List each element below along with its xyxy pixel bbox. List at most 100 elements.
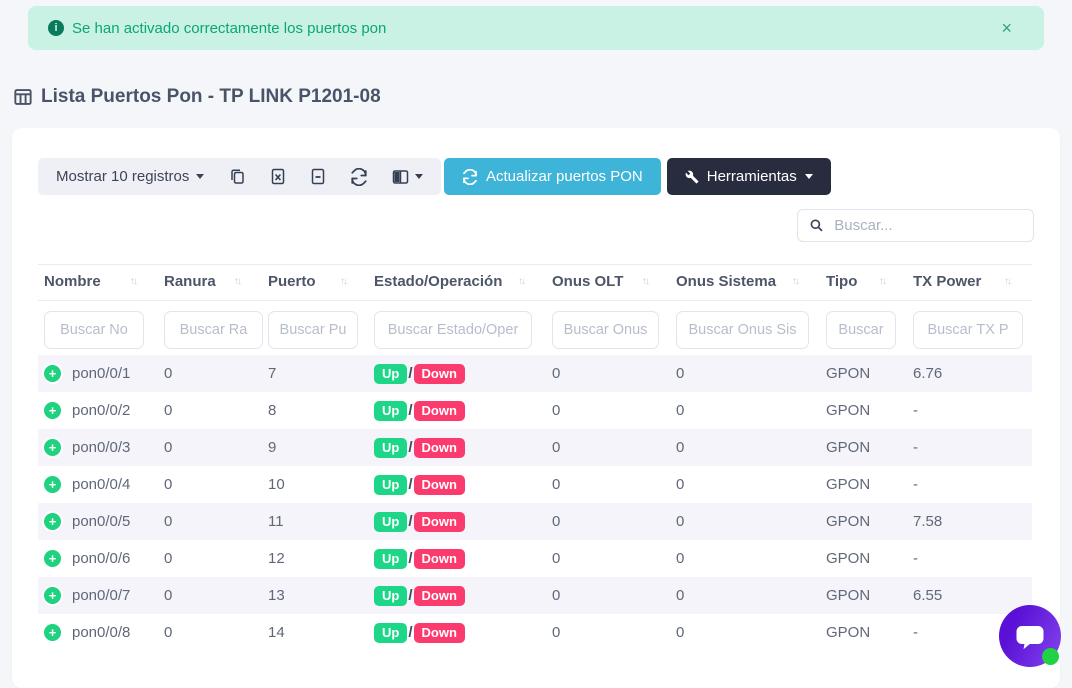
update-pon-ports-label: Actualizar puertos PON — [486, 168, 643, 185]
puerto-value: 14 — [262, 614, 368, 651]
filter-ranura-input[interactable] — [164, 311, 263, 349]
status-separator: / — [408, 513, 412, 530]
status-cell: Up/Down — [368, 429, 546, 466]
tools-dropdown-button[interactable]: Herramientas — [667, 158, 831, 195]
status-cell: Up/Down — [368, 355, 546, 392]
ranura-value: 0 — [158, 466, 262, 503]
status-cell: Up/Down — [368, 503, 546, 540]
columns-icon — [392, 169, 409, 185]
status-down-badge: Down — [414, 401, 465, 421]
page-title: Lista Puertos Pon - TP LINK P1201-08 — [14, 86, 1060, 108]
column-header-nombre[interactable]: Nombre↑↓ — [38, 265, 158, 301]
puerto-value: 9 — [262, 429, 368, 466]
sort-icon: ↑↓ — [1004, 276, 1010, 287]
expand-row-button[interactable]: + — [44, 550, 61, 567]
column-label: Ranura — [164, 273, 216, 290]
filter-onus-sistema-input[interactable] — [676, 311, 809, 349]
table-row: + pon0/0/7 0 13 Up/Down 0 0 GPON 6.55 — [38, 577, 1032, 614]
alert-message: Se han activado correctamente los puerto… — [72, 20, 386, 37]
table-filter-row — [38, 301, 1032, 356]
tipo-value: GPON — [820, 466, 907, 503]
status-down-badge: Down — [414, 586, 465, 606]
column-label: Puerto — [268, 273, 316, 290]
filter-estado-input[interactable] — [374, 311, 532, 349]
column-header-puerto[interactable]: Puerto ↑↓ — [262, 265, 368, 301]
puerto-value: 13 — [262, 577, 368, 614]
expand-row-button[interactable]: + — [44, 439, 61, 456]
status-cell: Up/Down — [368, 392, 546, 429]
tx-power-value: 6.76 — [907, 355, 1032, 392]
close-icon[interactable]: × — [1001, 19, 1024, 37]
status-separator: / — [408, 624, 412, 641]
status-up-badge: Up — [374, 364, 407, 384]
filter-tx-power-input[interactable] — [913, 311, 1023, 349]
column-header-onus-olt[interactable]: Onus OLT↑↓ — [546, 265, 670, 301]
port-name: pon0/0/3 — [72, 439, 130, 456]
port-name: pon0/0/4 — [72, 476, 130, 493]
wrench-icon — [685, 170, 699, 184]
table-row: + pon0/0/1 0 7 Up/Down 0 0 GPON 6.76 — [38, 355, 1032, 392]
reload-button[interactable] — [350, 168, 368, 186]
column-label: Nombre — [44, 273, 101, 290]
status-cell: Up/Down — [368, 540, 546, 577]
status-cell: Up/Down — [368, 577, 546, 614]
onus-sistema-value: 0 — [670, 466, 820, 503]
status-down-badge: Down — [414, 549, 465, 569]
update-pon-ports-button[interactable]: Actualizar puertos PON — [444, 158, 661, 195]
sort-icon: ↑↓ — [518, 276, 524, 287]
column-visibility-button[interactable] — [392, 169, 423, 185]
sort-icon: ↑↓ — [792, 276, 798, 287]
document-icon — [310, 168, 326, 185]
port-name: pon0/0/1 — [72, 365, 130, 382]
ranura-value: 0 — [158, 429, 262, 466]
table-header-row: Nombre↑↓ Ranura↑↓ Puerto↑↓ Estado/Operac… — [38, 265, 1032, 301]
port-name: pon0/0/6 — [72, 550, 130, 567]
status-up-badge: Up — [374, 438, 407, 458]
expand-row-button[interactable]: + — [44, 402, 61, 419]
datatable-tool-group: Mostrar 10 registros — [38, 158, 441, 195]
table-row: + pon0/0/2 0 8 Up/Down 0 0 GPON - — [38, 392, 1032, 429]
status-up-badge: Up — [374, 586, 407, 606]
sort-icon: ↑↓ — [642, 276, 648, 287]
status-up-badge: Up — [374, 475, 407, 495]
ranura-value: 0 — [158, 577, 262, 614]
expand-row-button[interactable]: + — [44, 476, 61, 493]
status-up-badge: Up — [374, 549, 407, 569]
filter-nombre-input[interactable] — [44, 311, 144, 349]
sort-icon: ↑↓ — [340, 276, 346, 287]
puerto-value: 7 — [262, 355, 368, 392]
column-label: TX Power — [913, 273, 981, 290]
column-header-tx-power[interactable]: TX Power ↑↓ — [907, 265, 1032, 301]
column-header-estado-operacion[interactable]: Estado/Operación↑↓ — [368, 265, 546, 301]
show-entries-dropdown[interactable]: Mostrar 10 registros — [56, 168, 204, 185]
filter-onus-olt-input[interactable] — [552, 311, 659, 349]
onus-olt-value: 0 — [546, 466, 670, 503]
column-header-onus-sistema[interactable]: Onus Sistema↑↓ — [670, 265, 820, 301]
onus-sistema-value: 0 — [670, 614, 820, 651]
tipo-value: GPON — [820, 614, 907, 651]
export-excel-button[interactable] — [270, 168, 286, 185]
success-alert: i Se han activado correctamente los puer… — [28, 6, 1044, 50]
copy-button[interactable] — [229, 168, 246, 185]
expand-row-button[interactable]: + — [44, 587, 61, 604]
chat-widget-button[interactable] — [999, 605, 1061, 667]
export-file-button[interactable] — [310, 168, 326, 185]
status-cell: Up/Down — [368, 466, 546, 503]
expand-row-button[interactable]: + — [44, 513, 61, 530]
expand-row-button[interactable]: + — [44, 365, 61, 382]
chevron-down-icon — [805, 174, 813, 179]
expand-row-button[interactable]: + — [44, 624, 61, 641]
ranura-value: 0 — [158, 392, 262, 429]
page-title-text: Lista Puertos Pon - TP LINK P1201-08 — [41, 86, 381, 108]
onus-olt-value: 0 — [546, 355, 670, 392]
port-name: pon0/0/5 — [72, 513, 130, 530]
chevron-down-icon — [415, 174, 423, 179]
filter-puerto-input[interactable] — [268, 311, 358, 349]
filter-tipo-input[interactable] — [826, 311, 896, 349]
pon-ports-table: Nombre↑↓ Ranura↑↓ Puerto↑↓ Estado/Operac… — [38, 264, 1032, 651]
port-name: pon0/0/8 — [72, 624, 130, 641]
tipo-value: GPON — [820, 503, 907, 540]
column-header-ranura[interactable]: Ranura↑↓ — [158, 265, 262, 301]
column-header-tipo[interactable]: Tipo↑↓ — [820, 265, 907, 301]
search-input[interactable] — [834, 217, 1021, 234]
